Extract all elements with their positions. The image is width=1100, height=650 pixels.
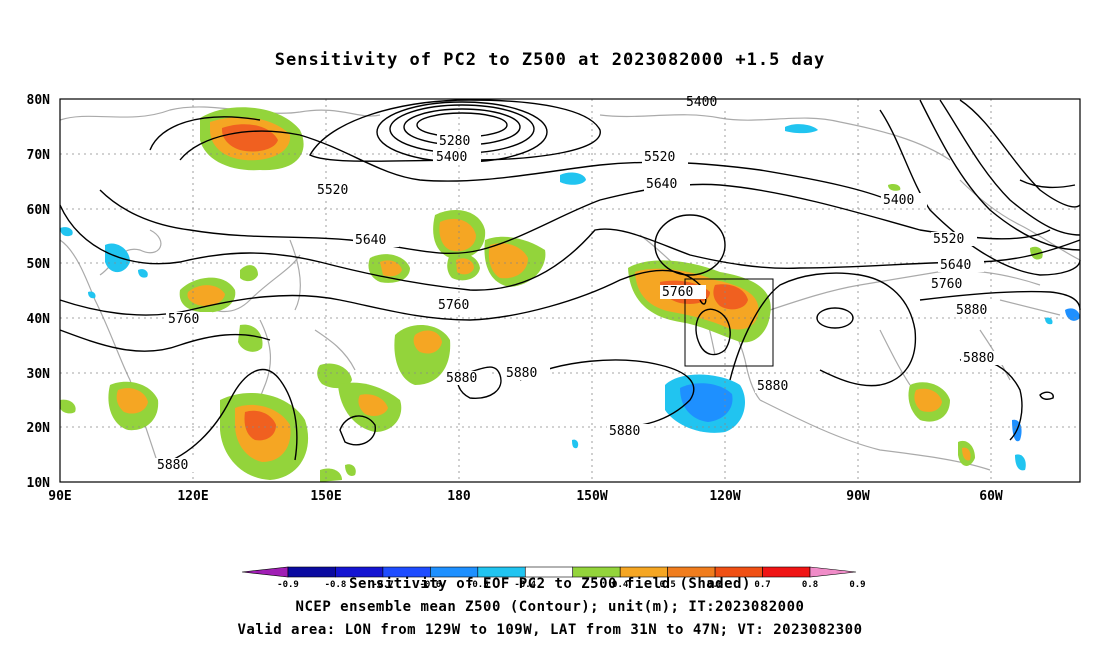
lon-label: 90W [846, 489, 870, 504]
z500-contours [59, 99, 1081, 466]
lat-label: 30N [27, 367, 51, 382]
map-area: 5400 5280 5400 5520 5520 5640 5640 5760 … [59, 95, 1081, 483]
lat-label: 60N [27, 203, 51, 218]
lon-label: 150E [310, 489, 341, 504]
contour-label: 5640 [940, 258, 971, 273]
shade-region [116, 388, 148, 414]
footer-line-2: NCEP ensemble mean Z500 (Contour); unit(… [295, 599, 805, 615]
lat-label: 70N [27, 148, 51, 163]
contour-label: 5520 [644, 150, 675, 165]
contour-label: 5640 [646, 177, 677, 192]
shade-region [238, 324, 263, 352]
colorbar-right-tip [809, 566, 857, 578]
colorbar-label: 0.6 [707, 580, 723, 590]
lat-label: 20N [27, 421, 51, 436]
contour-label: 5400 [436, 150, 467, 165]
shade-region [60, 399, 76, 414]
shade-region [560, 172, 586, 185]
lon-label: 120W [709, 489, 740, 504]
shade-region [456, 258, 474, 275]
shade-region [1015, 454, 1026, 471]
lat-axis-labels: 80N 70N 60N 50N 40N 30N 20N 10N [27, 93, 51, 491]
chart-title: Sensitivity of PC2 to Z500 at 2023082000… [274, 50, 826, 70]
contour-label: 5880 [757, 379, 788, 394]
colorbar-labels: -0.9 -0.8 -0.7 -0.6 -0.5 -0.4 0.4 0.5 0.6 0.7 0.8 0… [277, 580, 865, 590]
shade-region [358, 394, 388, 416]
footer-line-3: Valid area: LON from 129W to 109W, LAT f… [237, 622, 863, 638]
shade-region [60, 227, 73, 237]
contour-label: 5880 [956, 303, 987, 318]
gridlines [60, 99, 1080, 482]
shade-region [962, 447, 971, 461]
contour-label: 5280 [439, 134, 470, 149]
lon-axis-labels: 90E 120E 150E 180 150W 120W 90W 60W [48, 489, 1003, 504]
colorbar-label: -0.9 [277, 580, 299, 590]
colorbar-label: 0.4 [612, 580, 629, 590]
contour-label: 5880 [506, 366, 537, 381]
contour-label: 5760 [168, 312, 199, 327]
contour-label: 5520 [933, 232, 964, 247]
contour-label: 5760 [931, 277, 962, 292]
contour-label: 5880 [963, 351, 994, 366]
shade-region [1030, 246, 1043, 260]
contour-label: 5760 [662, 285, 693, 300]
shade-region [244, 410, 276, 441]
shade-region [785, 124, 818, 134]
colorbar: -0.9 -0.8 -0.7 -0.6 -0.5 -0.4 0.4 0.5 0.6 0.7 0.8 0… [241, 566, 866, 590]
shade-region [345, 464, 356, 476]
colorbar-label: -0.8 [325, 580, 347, 590]
shade-region [240, 265, 258, 282]
contour-label: 5880 [609, 424, 640, 439]
lon-label: 150W [576, 489, 607, 504]
colorbar-label: 0.5 [660, 580, 676, 590]
shade-region [320, 468, 342, 482]
lon-label: 120E [177, 489, 208, 504]
colorbar-label: -0.5 [467, 580, 489, 590]
shade-region [888, 183, 901, 191]
shade-region [187, 285, 225, 306]
contour-label: 5640 [355, 233, 386, 248]
contour-label: 5760 [438, 298, 469, 313]
contour-label: 5400 [883, 193, 914, 208]
contour-label: 5520 [317, 183, 348, 198]
lat-label: 40N [27, 312, 51, 327]
shade-region [572, 439, 579, 449]
shade-region [138, 269, 148, 278]
shade-region [88, 291, 96, 299]
contour-label: 5880 [157, 458, 188, 473]
lat-label: 80N [27, 93, 51, 108]
shaded-regions [60, 107, 1080, 482]
lon-label: 180 [447, 489, 471, 504]
colorbar-cells [287, 566, 811, 578]
shade-region [1045, 317, 1053, 325]
shade-region [488, 243, 528, 279]
colorbar-label: -0.4 [514, 580, 536, 590]
shade-region [914, 388, 942, 412]
colorbar-label: -0.7 [372, 580, 394, 590]
colorbar-label: 0.7 [754, 580, 770, 590]
colorbar-label: 0.9 [849, 580, 865, 590]
lat-label: 10N [27, 476, 51, 491]
contour-label: 5880 [446, 371, 477, 386]
shade-region [439, 218, 476, 252]
shade-region [413, 330, 442, 354]
lon-label: 60W [979, 489, 1003, 504]
lat-label: 50N [27, 257, 51, 272]
lon-label: 90E [48, 489, 71, 504]
sensitivity-map: 5400 5280 5400 5520 5520 5640 5640 5760 … [27, 93, 1081, 504]
shade-region [713, 284, 748, 310]
colorbar-label: 0.8 [802, 580, 818, 590]
shade-region [380, 260, 402, 277]
footer-line-1: Sensitivity of EOF PC2 to Z500 field (Sh… [349, 576, 751, 592]
colorbar-label: -0.6 [420, 580, 442, 590]
contour-label: 5400 [686, 95, 717, 110]
shade-region [105, 243, 130, 273]
valid-area-box [684, 278, 774, 367]
